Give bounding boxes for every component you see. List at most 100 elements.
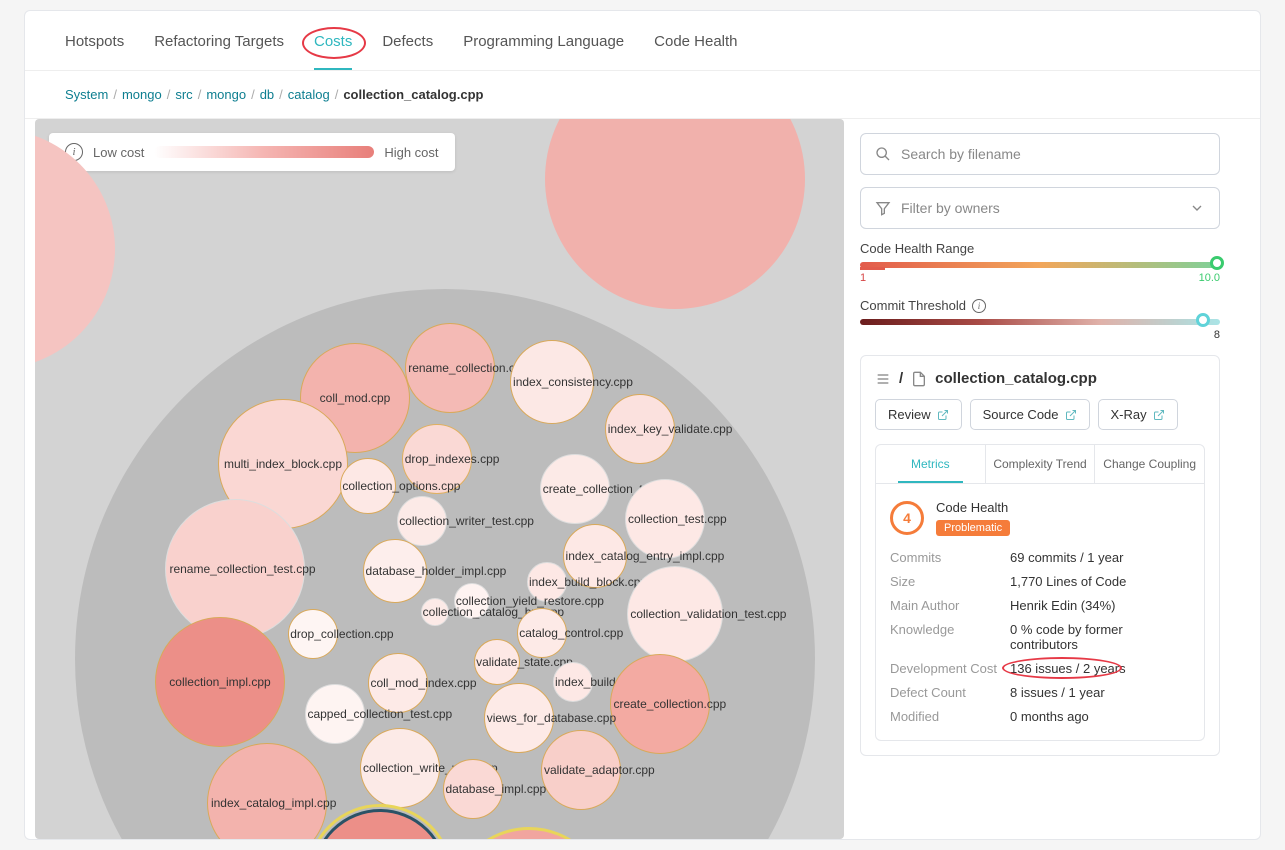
file-detail: / collection_catalog.cpp Review Source C… bbox=[860, 355, 1220, 756]
bubble-label: collection_validation_test.cpp bbox=[630, 607, 719, 621]
sidebar: Search by filename Filter by owners Code… bbox=[860, 119, 1220, 839]
bubble-viz[interactable]: i Low cost High cost rename_collection.c… bbox=[35, 119, 844, 839]
metric-value: 8 issues / 1 year bbox=[1010, 685, 1190, 700]
tab-costs[interactable]: Costs bbox=[314, 33, 352, 70]
file-bubble[interactable]: views_for_database.cpp bbox=[484, 683, 554, 753]
file-bubble[interactable]: validate_adaptor.cpp bbox=[541, 730, 621, 810]
file-bubble[interactable]: index_key_validate.cpp bbox=[605, 394, 675, 464]
source-button[interactable]: Source Code bbox=[970, 399, 1090, 430]
metric-value: Henrik Edin (34%) bbox=[1010, 598, 1190, 613]
external-icon bbox=[1153, 409, 1165, 421]
external-icon bbox=[937, 409, 949, 421]
tree-icon[interactable] bbox=[875, 371, 891, 387]
bubble-label: index_key_validate.cpp bbox=[608, 422, 673, 436]
bubble-label: create_collection_test.cpp bbox=[543, 482, 608, 496]
tab-hotspots[interactable]: Hotspots bbox=[65, 33, 124, 70]
breadcrumb-item[interactable]: mongo bbox=[206, 87, 246, 102]
file-bubble[interactable]: collection_writer_test.cpp bbox=[397, 496, 447, 546]
file-bubble[interactable]: create_collection.cpp bbox=[610, 654, 710, 754]
file-bubble[interactable]: catalog_control.cpp bbox=[517, 608, 567, 658]
chevron-down-icon bbox=[1189, 200, 1205, 216]
tab-bar: Hotspots Refactoring Targets Costs Defects P… bbox=[25, 11, 1260, 71]
file-bubble[interactable]: index_build_block.cpp bbox=[527, 562, 567, 602]
bubble-label: rename_collection_test.cpp bbox=[169, 562, 300, 576]
file-bubble[interactable]: collection_options.cpp bbox=[340, 458, 396, 514]
filter-icon bbox=[875, 200, 891, 216]
file-bubble[interactable]: database_holder_impl.cpp bbox=[363, 539, 427, 603]
file-bubble[interactable]: drop_collection.cpp bbox=[288, 609, 338, 659]
bubble-label: index_catalog_entry_impl.cpp bbox=[566, 549, 625, 563]
bubble-label: collection_impl.cpp bbox=[169, 675, 270, 689]
file-bubble[interactable]: collection_write_path.cpp bbox=[360, 728, 440, 808]
info-icon[interactable]: i bbox=[972, 299, 986, 313]
bubble-label: index_consistency.cpp bbox=[513, 375, 591, 389]
file-bubble[interactable]: collection_catalog_bm.cpp bbox=[421, 598, 449, 626]
metric-key: Size bbox=[890, 574, 1010, 589]
bubble-label: collection_options.cpp bbox=[342, 479, 393, 493]
commit-threshold[interactable]: Commit Threshold i 8 bbox=[860, 298, 1220, 341]
tab-defects[interactable]: Defects bbox=[382, 33, 433, 70]
bubble-label: collection_test.cpp bbox=[628, 512, 702, 526]
breadcrumb-item[interactable]: src bbox=[175, 87, 192, 102]
gradient-bar bbox=[154, 146, 374, 158]
breadcrumb-item[interactable]: System bbox=[65, 87, 108, 102]
metrics-panel: 4 Code Health Problematic Commits69 comm… bbox=[875, 484, 1205, 741]
bubble-label: index_catalog_impl.cpp bbox=[211, 796, 323, 810]
bubble-label: index_builds_manager.cpp bbox=[555, 675, 591, 689]
subtabs: MetricsComplexity TrendChange Coupling bbox=[875, 444, 1205, 484]
file-bubble[interactable]: validate_state.cpp bbox=[474, 639, 520, 685]
code-health-range[interactable]: Code Health Range 110.0 bbox=[860, 241, 1220, 284]
file-bubble[interactable]: drop_indexes.cpp bbox=[402, 424, 472, 494]
bubble-label: collection_yield_restore.cpp bbox=[456, 594, 488, 608]
file-bubble[interactable]: collection_yield_restore.cpp bbox=[454, 583, 490, 619]
filter-owners[interactable]: Filter by owners bbox=[860, 187, 1220, 229]
search-icon bbox=[875, 146, 891, 162]
subtab-change-coupling[interactable]: Change Coupling bbox=[1094, 445, 1204, 483]
legend-low: Low cost bbox=[93, 145, 144, 160]
file-icon bbox=[911, 371, 927, 387]
metric-value: 69 commits / 1 year bbox=[1010, 550, 1190, 565]
file-bubble[interactable]: index_consistency.cpp bbox=[510, 340, 594, 424]
file-bubble[interactable]: index_builds_manager.cpp bbox=[553, 662, 593, 702]
tab-programming-language[interactable]: Programming Language bbox=[463, 33, 624, 70]
bubble-label: catalog_control.cpp bbox=[519, 626, 565, 640]
metric-value: 1,770 Lines of Code bbox=[1010, 574, 1190, 589]
metric-value: 0 % code by former contributors bbox=[1010, 622, 1190, 652]
xray-button[interactable]: X-Ray bbox=[1098, 399, 1178, 430]
file-bubble[interactable]: database_impl.cpp bbox=[443, 759, 503, 819]
search-input[interactable]: Search by filename bbox=[860, 133, 1220, 175]
bubble-label: database_impl.cpp bbox=[445, 782, 500, 796]
cost-legend: i Low cost High cost bbox=[49, 133, 455, 171]
review-button[interactable]: Review bbox=[875, 399, 962, 430]
tab-code-health[interactable]: Code Health bbox=[654, 33, 737, 70]
subtab-metrics[interactable]: Metrics bbox=[876, 445, 985, 483]
bubble-label: collection_catalog_bm.cpp bbox=[423, 605, 448, 619]
breadcrumb-item: collection_catalog.cpp bbox=[343, 87, 483, 102]
breadcrumb-item[interactable]: catalog bbox=[288, 87, 330, 102]
breadcrumb-item[interactable]: mongo bbox=[122, 87, 162, 102]
subtab-complexity-trend[interactable]: Complexity Trend bbox=[985, 445, 1095, 483]
bubble-label: drop_indexes.cpp bbox=[405, 452, 470, 466]
file-bubble[interactable]: index_catalog_entry_impl.cpp bbox=[563, 524, 627, 588]
metric-key: Modified bbox=[890, 709, 1010, 724]
bubble-label: collection_writer_test.cpp bbox=[399, 514, 445, 528]
bubble-label: database_holder_impl.cpp bbox=[366, 564, 425, 578]
breadcrumb-item[interactable]: db bbox=[260, 87, 274, 102]
metric-value: 136 issues / 2 years bbox=[1010, 661, 1190, 676]
bubble-label: coll_mod.cpp bbox=[320, 391, 391, 405]
bg-circle bbox=[545, 119, 805, 309]
file-bubble[interactable]: collection_validation_test.cpp bbox=[627, 566, 723, 662]
file-bubble[interactable]: rename_collection.cpp bbox=[405, 323, 495, 413]
file-bubble[interactable]: collection_impl.cpp bbox=[155, 617, 285, 747]
file-bubble[interactable]: collection_test.cpp bbox=[625, 479, 705, 559]
tab-refactoring-targets[interactable]: Refactoring Targets bbox=[154, 33, 284, 70]
file-bubble[interactable]: capped_collection_test.cpp bbox=[305, 684, 365, 744]
file-title: collection_catalog.cpp bbox=[935, 370, 1097, 387]
breadcrumb: System/mongo/src/mongo/db/catalog/collec… bbox=[25, 71, 1260, 119]
file-bubble[interactable]: coll_mod_index.cpp bbox=[368, 653, 428, 713]
bubble-label: multi_index_block.cpp bbox=[224, 457, 342, 471]
bubble-label: create_collection.cpp bbox=[613, 697, 706, 711]
bubble-label: coll_mod_index.cpp bbox=[370, 676, 425, 690]
file-bubble[interactable]: create_collection_test.cpp bbox=[540, 454, 610, 524]
bubble-label: rename_collection.cpp bbox=[408, 361, 492, 375]
